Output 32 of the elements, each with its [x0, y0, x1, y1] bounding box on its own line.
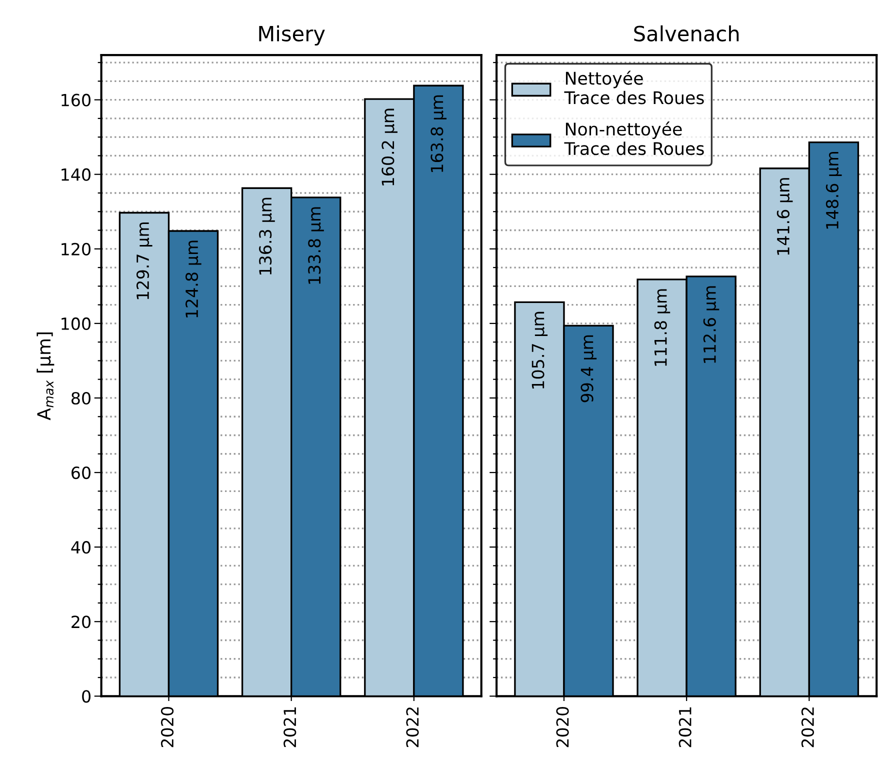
x-tick-label: 2021 — [678, 707, 692, 748]
data-label: 163.8 μm — [430, 95, 447, 172]
y-tick-label: 120 — [62, 242, 90, 256]
data-label: 111.8 μm — [654, 289, 670, 366]
y-tick-label: 20 — [72, 616, 90, 628]
data-label: 112.6 μm — [703, 286, 720, 363]
y-tick-label: 60 — [72, 466, 90, 480]
data-label: 105.7 μm — [532, 312, 548, 389]
data-label: 99.4 μm — [580, 335, 597, 402]
x-tick-label: 2022 — [801, 708, 814, 748]
x-tick-label: 2022 — [406, 708, 419, 748]
y-tick-label: 80 — [72, 392, 90, 405]
x-tick-label: 2021 — [284, 707, 296, 748]
x-tick-label: 2020 — [556, 706, 569, 748]
y-tick-label: 140 — [62, 168, 90, 181]
y-tick-label: 40 — [71, 541, 90, 554]
y-tick-label: 160 — [62, 94, 90, 106]
data-label: 129.7 μm — [136, 222, 152, 300]
chart-title: Salvenach — [634, 25, 739, 42]
legend-label: Non-nettoyée Trace des Roues — [564, 122, 704, 156]
legend-label: Nettoyée Trace des Roues — [564, 70, 704, 104]
data-label: 124.8 μm — [185, 240, 202, 318]
y-axis-title: A$_{max}$ [μm] — [36, 332, 54, 420]
chart-title: Misery — [259, 25, 325, 46]
data-label: 141.6 μm — [776, 178, 793, 255]
data-label: 133.8 μm — [308, 207, 324, 284]
y-tick-label: 100 — [62, 317, 90, 330]
x-tick-label: 2020 — [160, 706, 174, 748]
data-label: 136.3 μm — [259, 198, 275, 274]
y-tick-label: 0 — [82, 690, 90, 703]
data-label: 160.2 μm — [382, 108, 398, 186]
data-label: 148.6 μm — [826, 152, 842, 229]
